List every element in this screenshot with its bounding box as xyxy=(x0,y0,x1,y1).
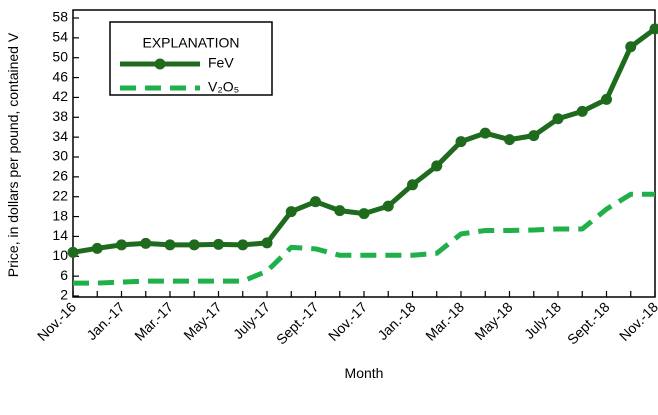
y-tick-label: 14 xyxy=(52,227,68,243)
x-tick-label: Sept.-18 xyxy=(564,299,613,348)
point xyxy=(359,208,370,219)
y-tick-label: 54 xyxy=(52,29,68,45)
y-tick-label: 34 xyxy=(52,128,68,144)
x-tick-label: Nov.-17 xyxy=(325,299,370,344)
point xyxy=(92,243,103,254)
y-tick-label: 42 xyxy=(52,88,68,104)
point xyxy=(334,205,345,216)
point xyxy=(480,128,491,139)
point xyxy=(165,239,176,250)
x-tick-label: July-18 xyxy=(521,299,564,342)
legend-label: FeV xyxy=(208,55,234,71)
point xyxy=(553,113,564,124)
x-tick-label: Mar.-18 xyxy=(422,299,467,344)
point xyxy=(504,134,515,145)
point xyxy=(213,239,224,250)
point xyxy=(625,41,636,52)
y-tick-label: 38 xyxy=(52,108,68,124)
point xyxy=(528,130,539,141)
x-tick-label: Jan.-17 xyxy=(83,299,127,343)
point xyxy=(431,160,442,171)
x-tick-label: July-17 xyxy=(230,299,273,342)
point xyxy=(601,94,612,105)
point xyxy=(116,239,127,250)
legend-box xyxy=(110,22,272,95)
point xyxy=(189,239,200,250)
y-tick-label: 46 xyxy=(52,68,68,84)
x-tick-label: Nov.-18 xyxy=(616,299,658,344)
point xyxy=(237,239,248,250)
point xyxy=(407,179,418,190)
x-tick-label: Nov.-16 xyxy=(34,299,79,344)
series-line xyxy=(73,194,655,283)
point xyxy=(310,196,321,207)
legend-marker xyxy=(155,59,166,70)
y-axis-label: Price, in dollars per pound, contained V xyxy=(5,32,21,277)
point xyxy=(286,206,297,217)
point xyxy=(383,201,394,212)
x-tick-label: May-18 xyxy=(471,299,515,343)
y-tick-label: 18 xyxy=(52,207,68,223)
y-tick-label: 26 xyxy=(52,168,68,184)
x-tick-label: May-17 xyxy=(180,299,224,343)
x-tick-label: Mar.-17 xyxy=(131,299,176,344)
y-tick-label: 58 xyxy=(52,9,68,25)
point xyxy=(68,247,79,258)
y-tick-label: 22 xyxy=(52,187,68,203)
legend-title: EXPLANATION xyxy=(143,35,240,51)
point xyxy=(262,237,273,248)
y-tick-label: 30 xyxy=(52,148,68,164)
x-tick-label: Jan.-18 xyxy=(374,299,418,343)
point xyxy=(577,106,588,117)
point xyxy=(456,136,467,147)
y-tick-label: 10 xyxy=(52,247,68,263)
x-axis-label: Month xyxy=(345,365,384,381)
x-tick-label: Sept.-17 xyxy=(273,299,322,348)
y-tick-label: 6 xyxy=(60,267,68,283)
legend-label: V₂O₅ xyxy=(208,79,239,95)
point xyxy=(140,238,151,249)
y-tick-label: 50 xyxy=(52,48,68,64)
